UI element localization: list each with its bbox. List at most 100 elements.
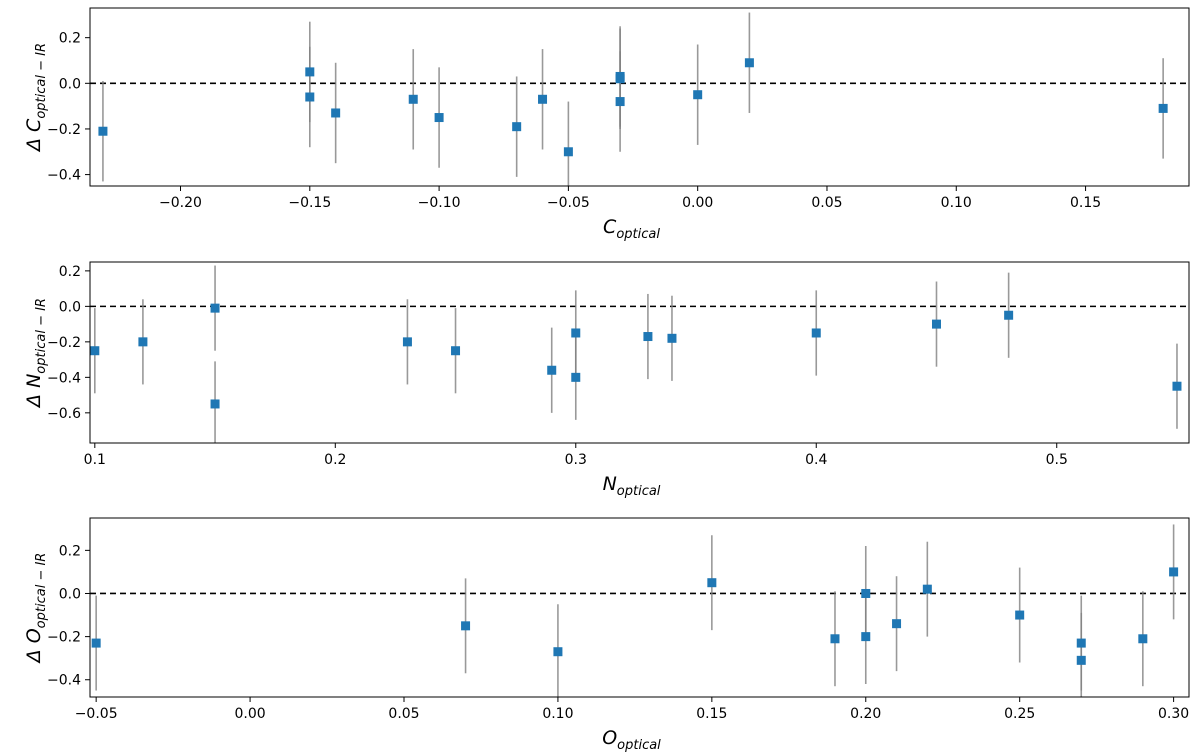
data-point — [408, 94, 418, 104]
y-axis-label: Δ Ooptical − IR — [23, 553, 49, 665]
x-axis-label: Coptical — [603, 216, 660, 242]
data-point — [667, 333, 677, 343]
x-axis-label-main: O — [602, 727, 617, 749]
data-point — [305, 67, 315, 77]
data-point — [615, 97, 625, 107]
x-tick-label: 0.00 — [682, 195, 713, 211]
y-tick-label: −0.4 — [47, 673, 81, 689]
data-point — [434, 113, 444, 123]
data-point — [571, 372, 581, 382]
axes-frame — [89, 7, 1190, 187]
x-axis-label-subscript: optical — [616, 227, 660, 242]
plot-area — [90, 12, 1189, 186]
data-point — [811, 328, 821, 338]
data-point — [1015, 610, 1025, 620]
data-point — [1158, 103, 1168, 113]
data-point — [402, 337, 412, 347]
y-tick-label: −0.4 — [47, 370, 81, 386]
x-tick-label: 0.1 — [84, 452, 106, 468]
x-axis-label-main: N — [603, 473, 617, 495]
y-axis-label-main: Δ O — [23, 628, 45, 664]
data-point — [331, 108, 341, 118]
data-point — [744, 58, 754, 68]
data-point — [1076, 638, 1086, 648]
x-axis-label-subscript: optical — [617, 738, 661, 753]
data-point — [210, 399, 220, 409]
y-tick-label: −0.2 — [47, 122, 81, 138]
x-tick-label: 0.20 — [850, 706, 881, 722]
data-point — [1138, 634, 1148, 644]
data-point — [931, 319, 941, 329]
y-tick-label: 0.2 — [59, 543, 81, 559]
y-tick-label: 0.2 — [59, 264, 81, 280]
data-point — [1172, 381, 1182, 391]
y-axis-label: Δ Noptical − IR — [23, 298, 49, 409]
plot-area — [90, 524, 1189, 697]
y-tick-label: 0.2 — [59, 31, 81, 47]
data-point — [571, 328, 581, 338]
data-point — [91, 638, 101, 648]
x-tick-label: 0.30 — [1158, 706, 1189, 722]
y-axis-label-subscript: optical − IR — [34, 298, 49, 374]
data-point — [922, 584, 932, 594]
panel-1: −0.20 −0.15 −0.10 −0.05 0.00 0.05 0.10 0.15 −0.4… — [23, 7, 1190, 242]
y-axis-label-main: Δ C — [23, 118, 45, 153]
x-tick-label: −0.20 — [159, 195, 202, 211]
data-point — [210, 303, 220, 313]
x-axis-label-main: C — [603, 216, 617, 238]
data-point — [90, 346, 100, 356]
y-tick-label: 0.0 — [59, 76, 81, 92]
x-axis-label: Ooptical — [602, 727, 661, 753]
data-point — [693, 90, 703, 100]
x-tick-label: 0.10 — [542, 706, 573, 722]
data-point — [1076, 655, 1086, 665]
data-point — [1004, 310, 1014, 320]
data-point — [547, 365, 557, 375]
data-point — [461, 621, 471, 631]
x-tick-label: −0.05 — [547, 195, 590, 211]
data-point — [451, 346, 461, 356]
y-tick-label: −0.4 — [47, 168, 81, 184]
data-point — [538, 94, 548, 104]
x-tick-label: 0.15 — [696, 706, 727, 722]
plot-area — [90, 265, 1189, 443]
x-tick-label: 0.10 — [941, 195, 972, 211]
x-axis-label-subscript: optical — [617, 484, 661, 499]
y-axis-label: Δ Coptical − IR — [23, 43, 49, 153]
x-axis-label: Noptical — [603, 473, 661, 499]
panel-3: −0.05 0.00 0.05 0.10 0.15 0.20 0.25 0.30 −0.4 −0.… — [23, 517, 1190, 753]
data-point — [305, 92, 315, 102]
x-tick-label: 0.05 — [811, 195, 842, 211]
x-tick-label: −0.10 — [418, 195, 461, 211]
y-axis-label-subscript: optical − IR — [34, 553, 49, 629]
x-tick-label: 0.5 — [1046, 452, 1068, 468]
data-point — [861, 632, 871, 642]
data-point — [643, 332, 653, 342]
data-point — [707, 578, 717, 588]
x-tick-label: 0.25 — [1004, 706, 1035, 722]
data-point — [138, 337, 148, 347]
data-point — [615, 74, 625, 84]
x-tick-label: 0.05 — [388, 706, 419, 722]
y-axis-label-main: Δ N — [23, 374, 45, 409]
x-tick-label: −0.15 — [288, 195, 331, 211]
y-tick-label: −0.2 — [47, 630, 81, 646]
panel-2: 0.1 0.2 0.3 0.4 0.5 −0.6 −0.4 −0.2 0.0 0.2 Noptica… — [23, 261, 1190, 499]
data-point — [1169, 567, 1179, 577]
data-point — [892, 619, 902, 629]
axes-frame — [89, 517, 1190, 698]
x-tick-label: 0.3 — [565, 452, 587, 468]
data-point — [553, 647, 563, 657]
y-tick-label: −0.2 — [47, 335, 81, 351]
y-tick-label: 0.0 — [59, 586, 81, 602]
data-point — [563, 147, 573, 157]
axes-frame — [89, 261, 1190, 444]
data-point — [98, 126, 108, 136]
data-point — [861, 588, 871, 598]
y-tick-label: −0.6 — [47, 406, 81, 422]
y-tick-label: 0.0 — [59, 299, 81, 315]
x-tick-label: 0.2 — [324, 452, 346, 468]
data-point — [830, 634, 840, 644]
x-tick-label: 0.4 — [805, 452, 827, 468]
